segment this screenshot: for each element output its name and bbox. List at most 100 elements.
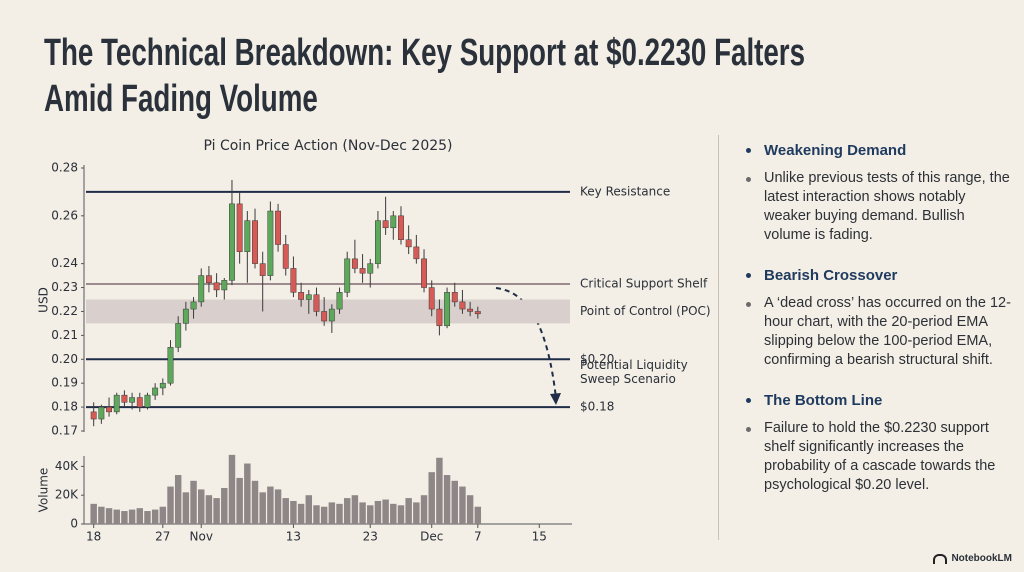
y-tick-label: 20K [55, 488, 79, 502]
volume-bar [221, 488, 228, 524]
candle-body [213, 282, 220, 291]
level-label: $0.20 [580, 352, 614, 366]
volume-bar [443, 475, 451, 524]
candle-body [98, 406, 105, 420]
sidebar-section: Bearish Crossover A ‘dead cross’ has occu… [744, 267, 1014, 370]
candle-body [129, 397, 136, 403]
volume-bar [251, 480, 259, 524]
candle-body [267, 210, 274, 276]
sidebar: Weakening Demand Unlike previous tests of… [744, 142, 1014, 517]
volume-bar [205, 495, 213, 524]
volume-bar [228, 454, 236, 524]
volume-bar [290, 500, 297, 524]
volume-bar [451, 480, 458, 524]
divider [718, 135, 719, 540]
candle-body [305, 294, 312, 300]
candle-body [359, 268, 366, 274]
volume-bar [320, 506, 328, 524]
volume-bar [413, 502, 420, 524]
candle-body [244, 220, 251, 252]
slide-title: The Technical Breakdown: Key Support at … [44, 32, 806, 120]
candle-body [144, 394, 151, 408]
y-tick-label: 0.20 [51, 352, 78, 366]
candle-body [467, 308, 474, 312]
x-tick-label: 7 [474, 530, 482, 544]
sidebar-heading: The Bottom Line [744, 392, 1014, 409]
volume-bar [343, 498, 351, 524]
candle-body [313, 294, 320, 312]
x-tick-label: 15 [532, 530, 547, 544]
candle-body [121, 394, 128, 403]
poc-band [86, 299, 570, 324]
volume-bar [151, 509, 159, 524]
volume-bar [236, 477, 243, 524]
candle-body [428, 287, 435, 310]
y-tick-label: 0.21 [51, 328, 78, 342]
candle-body [152, 387, 159, 396]
y-tick-label: 0.18 [51, 400, 78, 414]
volume-bar [167, 486, 174, 524]
x-tick-label: Dec [420, 530, 443, 544]
level-label: Critical Support Shelf [580, 276, 708, 290]
arrow-head [550, 393, 561, 405]
x-tick-label: 18 [86, 530, 101, 544]
x-tick-label: 23 [363, 530, 378, 544]
sidebar-heading: Bearish Crossover [744, 267, 1014, 284]
volume-bar [274, 489, 282, 524]
chart: Pi Coin Price Action (Nov-Dec 2025) USD … [37, 138, 711, 544]
sweep-arrow [495, 287, 557, 399]
candle-body [367, 263, 374, 274]
candle-body [351, 258, 358, 269]
candle-body [298, 292, 305, 300]
volume-bar [198, 489, 205, 524]
sidebar-heading: Weakening Demand [744, 142, 1014, 159]
volume-bar [428, 472, 435, 524]
candle-body [444, 292, 451, 327]
candle-body [275, 210, 282, 245]
sidebar-section: Weakening Demand Unlike previous tests of… [744, 142, 1014, 245]
candle-body [336, 292, 343, 310]
volume-bar [297, 503, 305, 524]
level-label: Key Resistance [580, 184, 670, 198]
x-tick-label: 27 [155, 530, 170, 544]
candle-body [252, 220, 258, 264]
volume-bar [190, 480, 197, 524]
volume-bar [367, 505, 374, 524]
volume-bar [313, 505, 320, 524]
volume-bar [466, 495, 474, 524]
candle-body [175, 323, 182, 348]
candle-body [259, 263, 266, 276]
candle-body [474, 311, 481, 315]
y-tick-label: 0.24 [51, 256, 78, 270]
y-tick-label: 0.17 [51, 424, 78, 438]
candle-body [205, 275, 212, 284]
candle-body [190, 301, 197, 310]
candle-body [328, 308, 335, 322]
volume-bar [359, 502, 366, 524]
candle-body [113, 394, 120, 413]
candle-body [221, 280, 228, 291]
volume-bar [113, 509, 120, 524]
volume-bar [374, 500, 382, 524]
y-tick-label: 40K [55, 459, 79, 473]
candle-body [413, 246, 420, 260]
x-tick-label: 13 [286, 530, 301, 544]
annotation: Potential Liquidity Sweep Scenario [580, 358, 688, 386]
candle-body [382, 220, 389, 229]
candle-body [451, 292, 458, 303]
candle-body [398, 215, 404, 240]
y-tick-label: 0 [70, 517, 78, 531]
volume-bar [282, 498, 289, 524]
candle-body [436, 308, 443, 327]
sidebar-section: The Bottom Line Failure to hold the $0.22… [744, 392, 1014, 495]
volume-bar [182, 492, 190, 524]
volume-bar [397, 505, 405, 524]
volume-bar [474, 506, 482, 524]
candle-body [282, 244, 289, 269]
y-axis-label: USD [37, 287, 51, 313]
brand-icon [933, 553, 948, 564]
y-tick-label: 0.19 [51, 376, 78, 390]
volume-bar [305, 495, 313, 524]
candle-body [459, 301, 466, 310]
